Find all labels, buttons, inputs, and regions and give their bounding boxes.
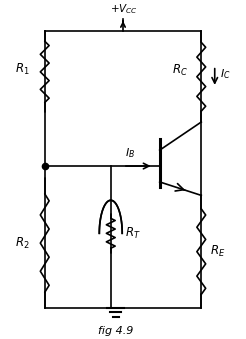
Text: $I_C$: $I_C$ bbox=[220, 67, 230, 81]
Text: $R_T$: $R_T$ bbox=[125, 226, 141, 241]
Text: $I_B$: $I_B$ bbox=[125, 146, 136, 160]
Text: $+V_{CC}$: $+V_{CC}$ bbox=[110, 2, 138, 16]
Text: $R_E$: $R_E$ bbox=[210, 244, 225, 259]
Text: fig 4.9: fig 4.9 bbox=[98, 326, 133, 336]
Text: $R_2$: $R_2$ bbox=[15, 236, 30, 251]
Text: $R_1$: $R_1$ bbox=[15, 62, 30, 77]
Text: $R_C$: $R_C$ bbox=[172, 63, 188, 78]
